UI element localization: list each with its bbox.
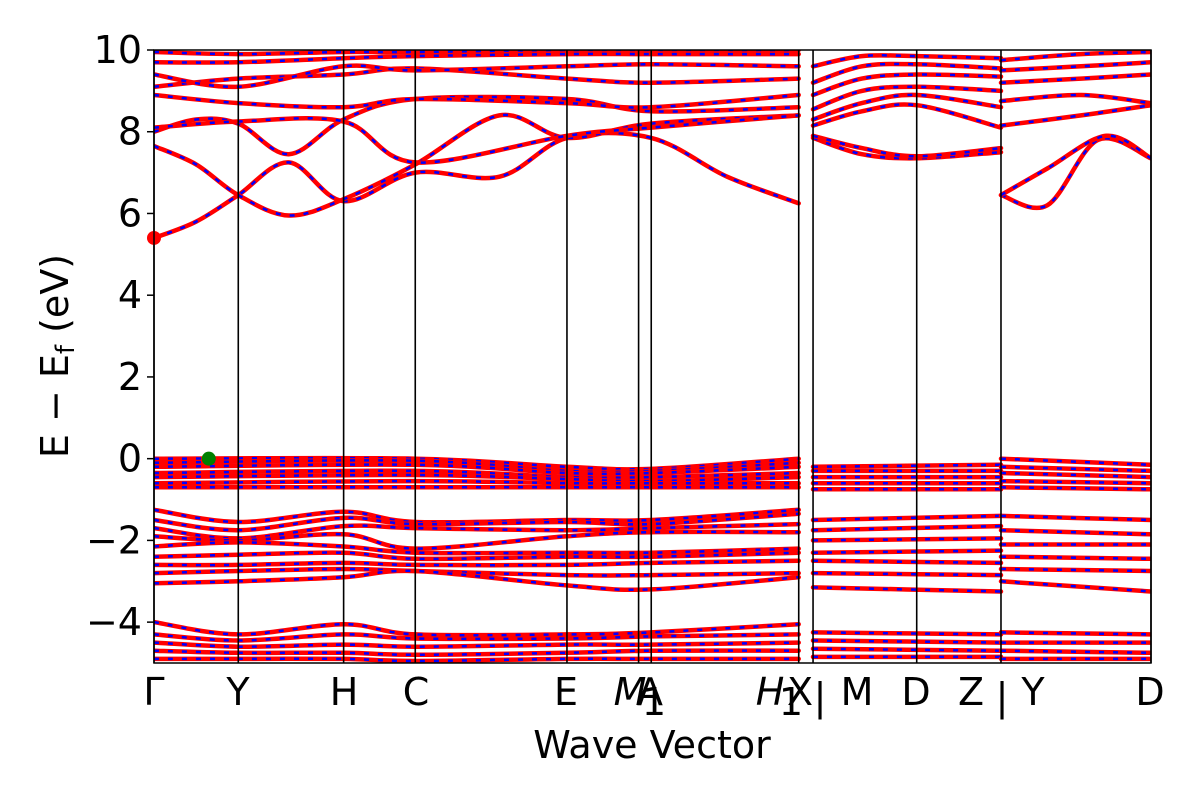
band-line-overlay: [812, 514, 1002, 522]
band-line-overlay: [812, 85, 1002, 111]
ytick-label: 0: [118, 437, 142, 481]
xtick-a: A: [637, 670, 663, 714]
y-axis-label-main: E − E: [33, 354, 77, 458]
y-axis-label-unit: (eV): [33, 254, 77, 345]
band-line: [154, 462, 801, 477]
band-line-overlay: [812, 639, 1002, 644]
ytick-label: −2: [86, 518, 142, 562]
band-line-overlay: [1000, 103, 1151, 127]
ytick-label: 2: [118, 355, 142, 399]
xtick-y: Y: [225, 670, 250, 714]
band-line: [998, 554, 1151, 562]
xtick-h: H: [330, 670, 359, 714]
band-line: [998, 648, 1151, 656]
band-line-overlay: [1000, 50, 1151, 62]
band-line-overlay: [812, 134, 1002, 158]
xtick-gamma: Γ: [143, 670, 164, 714]
xtick-sep-2: |: [996, 675, 1009, 720]
band-line: [154, 478, 801, 486]
band-line-overlay: [812, 559, 1002, 565]
extrema-markers: [147, 230, 216, 466]
xtick-d2: D: [1135, 670, 1164, 714]
band-line-overlay: [1000, 61, 1151, 72]
band-line-overlay: [812, 549, 1002, 554]
ytick-label: 10: [94, 28, 142, 72]
y-axis-label-sub: f: [51, 344, 81, 354]
band-line-overlay: [812, 54, 1002, 68]
band-line: [998, 478, 1151, 486]
band-line: [998, 485, 1151, 492]
band-line: [154, 472, 801, 484]
svg-text:E − Ef (eV): E − Ef (eV): [33, 254, 81, 458]
band-line-overlay: [154, 131, 800, 240]
band-line-overlay: [812, 62, 1002, 84]
band-line: [998, 470, 1151, 480]
band-line-overlay: [812, 571, 1002, 577]
plot-frame: [153, 49, 1152, 664]
xtick-d: D: [901, 670, 930, 714]
band-line-overlay: [812, 73, 1002, 97]
band-line: [810, 102, 1004, 130]
xtick-m1-main: M: [614, 670, 647, 714]
band-line: [998, 136, 1151, 211]
band-line: [998, 456, 1151, 468]
x-axis-ticks: Γ Y H C E M A 1 H 1 X | M D Z | Y D: [143, 670, 1164, 724]
band-line: [154, 458, 801, 475]
xtick-e: E: [554, 670, 578, 714]
band-line-overlay: [1000, 134, 1151, 197]
band-line-overlay: [812, 93, 1002, 121]
xtick-m1-sub: 1: [642, 680, 666, 724]
band-line: [998, 579, 1151, 594]
band-line: [154, 455, 801, 472]
band-line: [154, 130, 801, 241]
band-line-overlay: [812, 463, 1002, 469]
band-line: [998, 464, 1151, 474]
band-line-overlay: [1000, 93, 1151, 105]
band-line-overlay: [1000, 73, 1151, 84]
xtick-c: C: [403, 670, 430, 714]
band-line-overlay: [812, 524, 1002, 532]
band-line: [998, 513, 1151, 523]
xtick-h1-sub: 1: [779, 680, 803, 724]
band-line: [998, 630, 1151, 637]
xtick-xm: X: [787, 670, 813, 714]
band-line-overlay: [812, 537, 1002, 542]
ytick-label: 4: [118, 273, 142, 317]
xtick-y2: Y: [1020, 670, 1045, 714]
band-line-overlay: [812, 631, 1002, 636]
xtick-z: Z: [958, 670, 984, 714]
xtick-m: M: [841, 670, 874, 714]
y-axis-ticks: −4 −2 0 2 4 6 8 10: [86, 28, 154, 644]
band-line-overlay: [812, 136, 1002, 160]
ytick-label: −4: [86, 600, 142, 644]
band-line-overlay: [812, 586, 1002, 593]
xtick-sep-1: |: [814, 675, 827, 720]
band-line-overlay: [154, 114, 799, 164]
x-axis-label: Wave Vector: [533, 723, 771, 767]
y-axis-label: E − Ef (eV): [33, 254, 81, 458]
xtick-h1-main: H: [756, 670, 785, 714]
vbm-marker: [201, 451, 216, 466]
band-line: [998, 566, 1151, 574]
band-line: [998, 527, 1151, 537]
band-line-overlay: [812, 647, 1002, 652]
ytick-label: 8: [118, 110, 142, 154]
ytick-label: 6: [118, 191, 142, 235]
